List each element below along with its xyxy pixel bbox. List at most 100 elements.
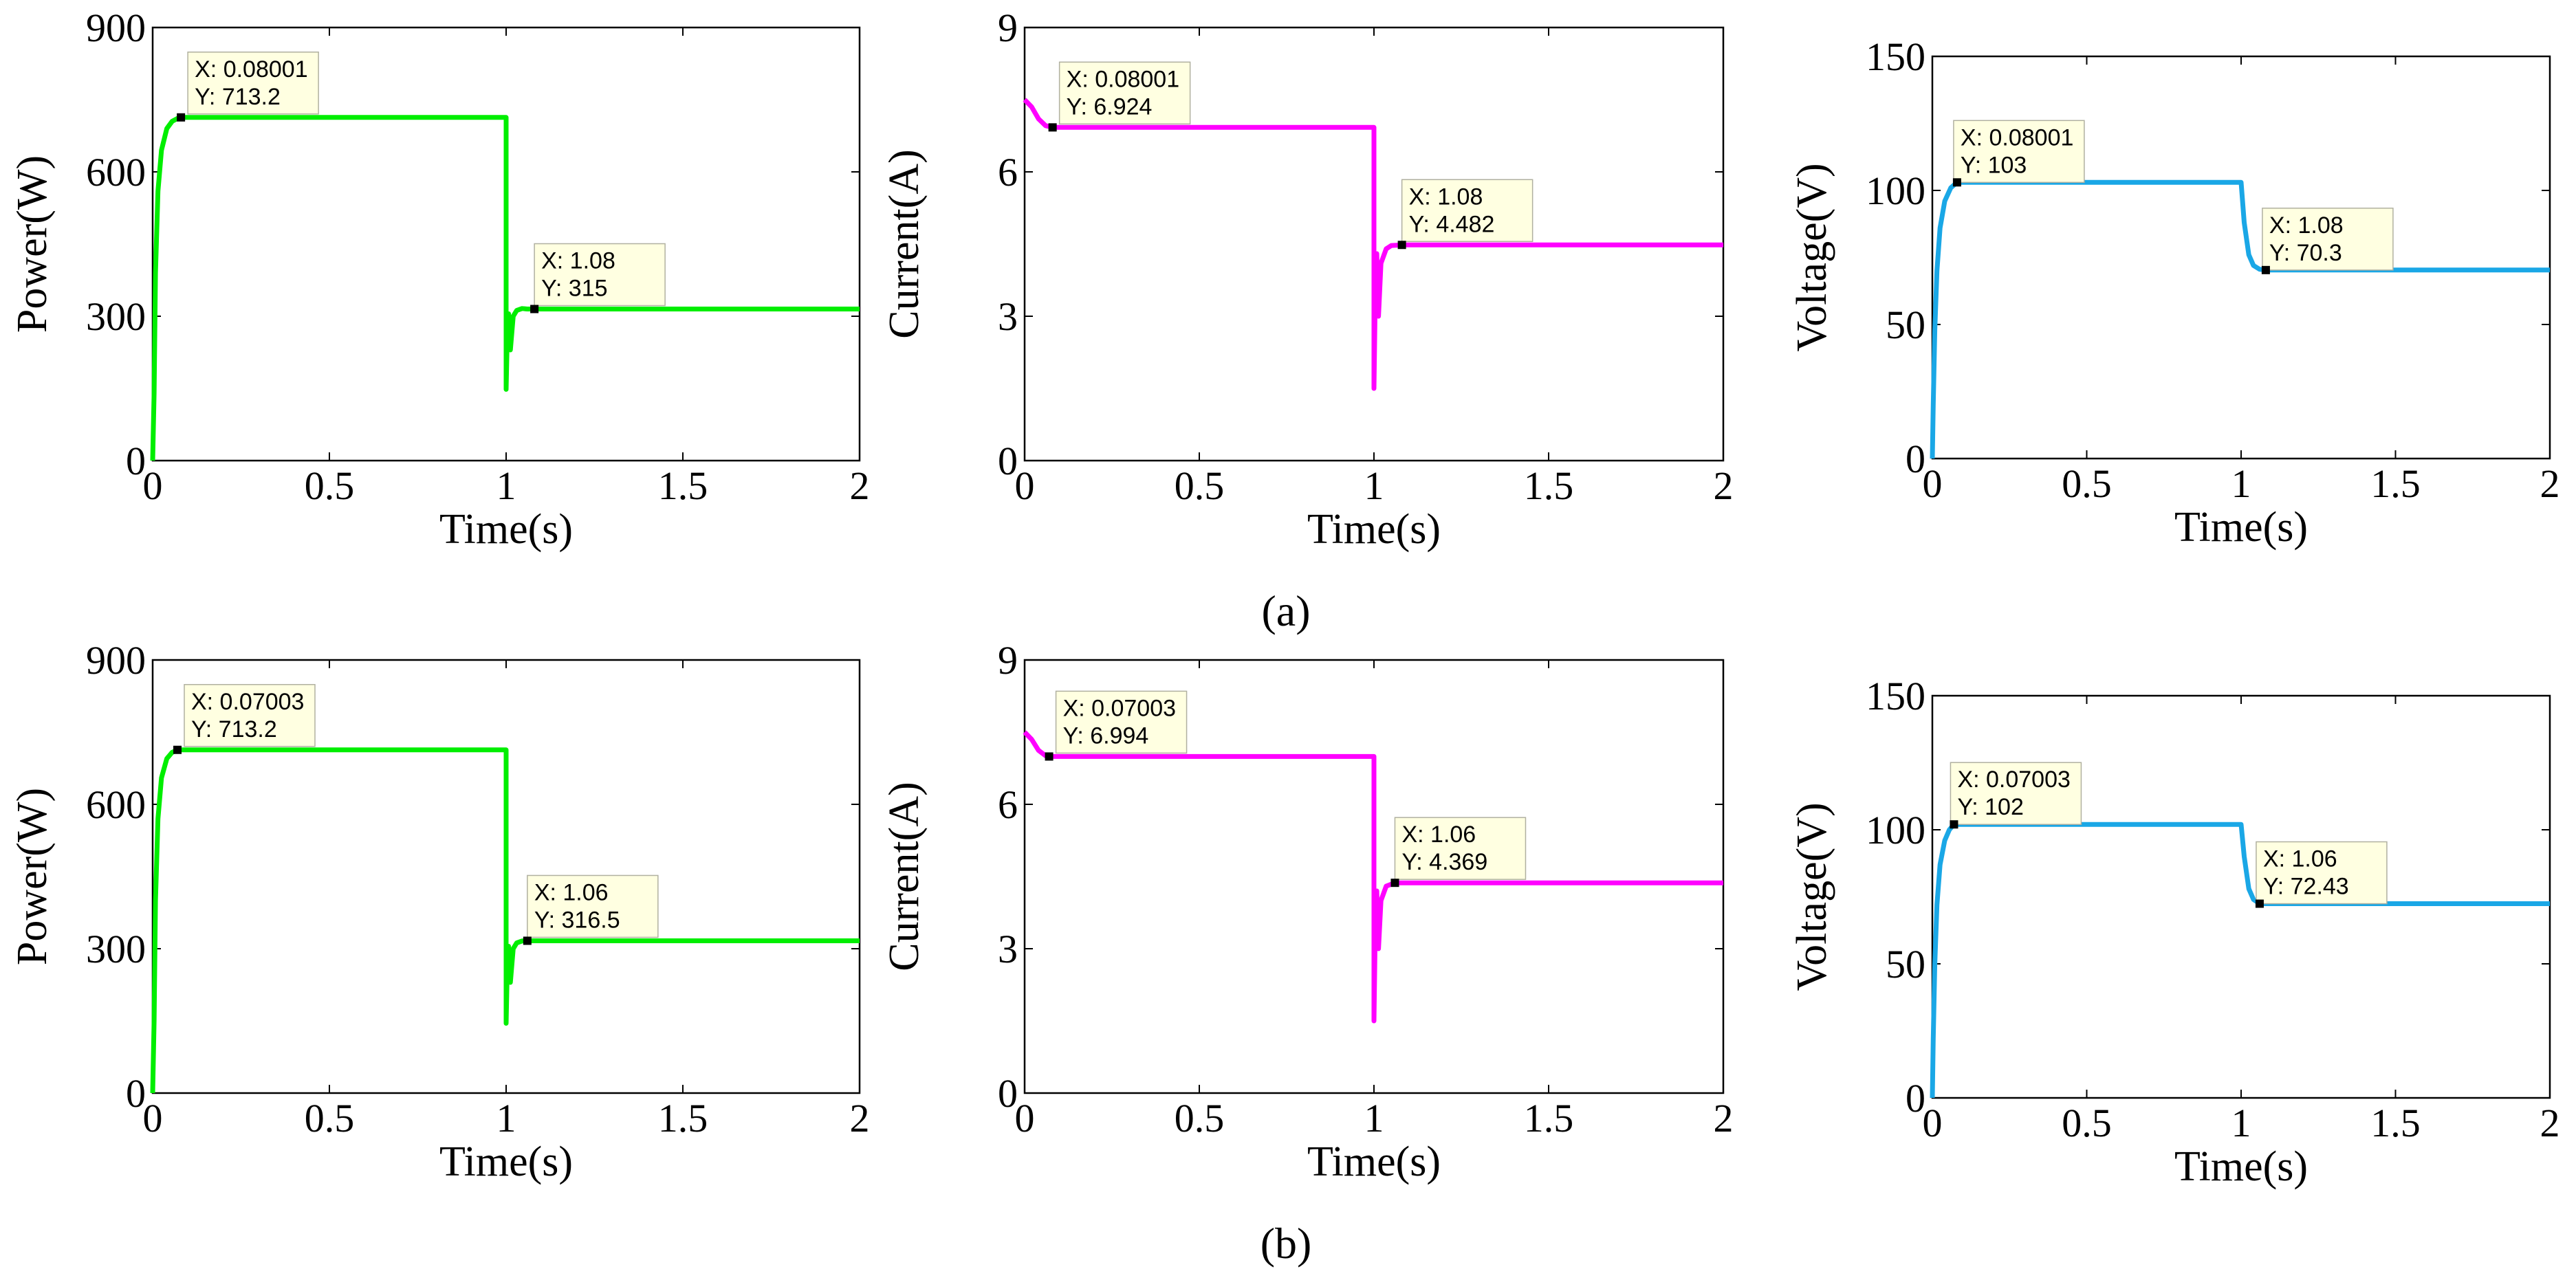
x-axis-label: Time(s) — [1307, 506, 1441, 553]
y-tick-label: 6 — [998, 150, 1018, 195]
datatip-marker — [530, 305, 539, 313]
x-tick-label: 2 — [1714, 1096, 1734, 1141]
x-tick-label: 1 — [1364, 1096, 1384, 1141]
x-axis-label: Time(s) — [2174, 1143, 2308, 1190]
datatip-box — [2262, 208, 2394, 271]
datatip-text: Y: 315 — [541, 276, 607, 302]
x-tick-label: 1.5 — [658, 463, 708, 508]
datatip-marker — [523, 936, 532, 945]
series-line-power — [150, 115, 860, 461]
x-axis-label: Time(s) — [1307, 1138, 1441, 1185]
y-tick-label: 0 — [1906, 437, 1925, 481]
datatip-marker — [1390, 879, 1399, 888]
y-tick-label: 9 — [998, 5, 1018, 50]
x-tick-label: 2 — [2540, 1101, 2560, 1145]
x-tick-label: 1 — [2231, 1101, 2251, 1145]
y-tick-label: 600 — [86, 782, 146, 827]
y-tick-label: 900 — [86, 638, 146, 683]
series-line-power — [150, 747, 860, 1094]
datatip-text: X: 1.06 — [1401, 822, 1476, 848]
y-tick-label: 100 — [1866, 808, 1925, 852]
datatip-text: X: 0.08001 — [1067, 66, 1179, 92]
datatip-text: X: 0.07003 — [191, 689, 304, 715]
x-tick-label: 0.5 — [305, 463, 355, 508]
datatip-marker — [1952, 178, 1961, 187]
y-tick-label: 300 — [86, 294, 146, 339]
datatip-text: X: 0.08001 — [1961, 124, 2073, 151]
x-tick-label: 0.5 — [1175, 1096, 1225, 1141]
x-tick-label: 0 — [143, 1096, 163, 1141]
datatip-text: X: 1.06 — [2263, 846, 2337, 872]
y-tick-label: 0 — [998, 439, 1018, 483]
x-tick-label: 2 — [1714, 463, 1734, 508]
datatip-text: X: 0.07003 — [1957, 767, 2070, 793]
plot-area — [1931, 55, 2551, 460]
datatip-text: Y: 6.924 — [1067, 93, 1153, 120]
y-tick-label: 3 — [998, 927, 1018, 971]
datatip-text: Y: 316.5 — [534, 907, 620, 933]
y-tick-label: 50 — [1886, 942, 1925, 987]
datatip-box — [1953, 120, 2085, 184]
datatip-box — [1950, 762, 2082, 825]
chart-4: 0 0.5 1 1.5 2 0 300 600 900 Time(s) Power(W) X: 0.0… — [9, 638, 870, 1185]
datatip-box — [527, 874, 659, 938]
x-tick-label: 0 — [143, 463, 163, 508]
y-tick-label: 100 — [1866, 168, 1925, 213]
x-tick-label: 1.5 — [1524, 463, 1574, 508]
datatip-box — [187, 52, 319, 115]
datatip-box — [1055, 690, 1188, 754]
datatip-marker — [1397, 241, 1406, 250]
x-tick-label: 1 — [496, 463, 516, 508]
datatip-box — [534, 243, 666, 307]
x-tick-label: 1.5 — [1524, 1096, 1574, 1141]
datatip-text: Y: 4.369 — [1401, 849, 1487, 875]
datatip-marker — [1048, 123, 1057, 132]
datatip-marker — [177, 113, 186, 122]
y-tick-label: 900 — [86, 5, 146, 50]
datatip-text: Y: 102 — [1957, 794, 2023, 820]
x-tick-label: 1.5 — [2370, 1101, 2421, 1145]
y-tick-label: 0 — [1906, 1076, 1925, 1121]
y-tick-label: 3 — [998, 294, 1018, 339]
chart-5: 0 0.5 1 1.5 2 0 3 6 9 Time(s) Current(A) X: 0.07003… — [881, 638, 1734, 1185]
y-axis-label: Voltage(V) — [1789, 163, 1835, 351]
y-tick-label: 0 — [998, 1071, 1018, 1116]
x-tick-label: 2 — [850, 463, 870, 508]
y-axis-label: Current(A) — [881, 782, 928, 971]
datatip-marker — [173, 745, 182, 754]
datatip-text: X: 1.08 — [541, 248, 615, 274]
x-tick-label: 1 — [1364, 463, 1384, 508]
x-tick-label: 1 — [496, 1096, 516, 1141]
x-tick-label: 0.5 — [1175, 463, 1225, 508]
x-tick-label: 0.5 — [2062, 1101, 2112, 1145]
x-axis-label: Time(s) — [439, 506, 573, 553]
chart-3: 0 0.5 1 1.5 2 0 50 100 150 Time(s) Voltage(V) X: 0.… — [1789, 34, 2560, 551]
y-tick-label: 6 — [998, 782, 1018, 827]
plot-area — [1931, 694, 2551, 1099]
datatip-text: Y: 72.43 — [2263, 874, 2349, 900]
x-tick-label: 0 — [1923, 461, 1943, 506]
x-axis-label: Time(s) — [439, 1138, 573, 1185]
datatip-box — [184, 684, 316, 747]
datatip-text: X: 1.06 — [534, 879, 609, 905]
y-tick-label: 600 — [86, 150, 146, 195]
y-axis-label: Power(W) — [9, 788, 56, 965]
x-tick-label: 0.5 — [305, 1096, 355, 1141]
y-axis-label: Current(A) — [881, 149, 928, 338]
caption-b: (b) — [1260, 1219, 1312, 1268]
series-line-current — [1023, 730, 1723, 1024]
y-tick-label: 9 — [998, 638, 1018, 683]
y-tick-label: 0 — [126, 439, 146, 483]
datatip-box — [1058, 61, 1191, 125]
x-tick-label: 0 — [1015, 463, 1035, 508]
datatip-text: X: 0.07003 — [1063, 695, 1176, 721]
chart-6: 0 0.5 1 1.5 2 0 50 100 150 Time(s) Voltage(V) X: 0.… — [1789, 674, 2560, 1190]
x-axis-label: Time(s) — [2174, 504, 2308, 551]
datatip-box — [2256, 841, 2388, 905]
datatip-text: Y: 70.3 — [2269, 240, 2342, 266]
y-tick-label: 150 — [1866, 674, 1925, 718]
series-line-current — [1023, 98, 1723, 391]
datatip-marker — [2255, 899, 2264, 908]
